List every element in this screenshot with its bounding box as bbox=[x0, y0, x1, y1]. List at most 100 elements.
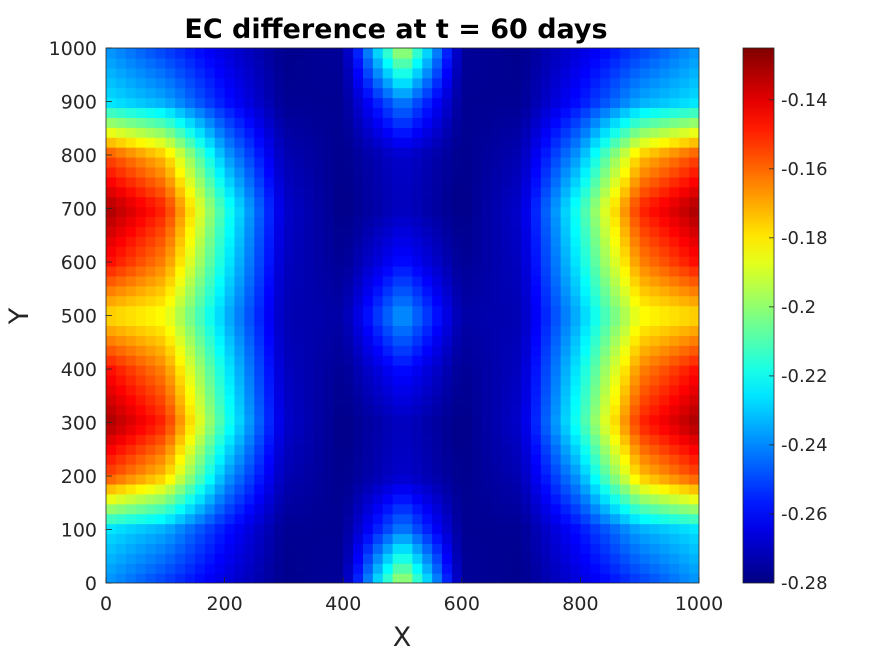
heatmap-cell bbox=[274, 275, 285, 287]
heatmap-cell bbox=[619, 573, 631, 583]
heatmap-cell bbox=[362, 414, 374, 426]
heatmap-cell bbox=[422, 424, 433, 435]
heatmap-cell bbox=[244, 553, 255, 564]
heatmap-cell bbox=[540, 196, 552, 208]
heatmap-cell bbox=[353, 355, 364, 366]
heatmap-cell bbox=[530, 444, 542, 455]
heatmap-cell bbox=[521, 513, 532, 525]
heatmap-cell bbox=[353, 345, 364, 356]
heatmap-cell bbox=[362, 67, 374, 79]
heatmap-cell bbox=[422, 256, 433, 267]
heatmap-cell bbox=[254, 345, 265, 356]
heatmap-cell bbox=[570, 414, 581, 426]
heatmap-cell bbox=[313, 166, 325, 178]
heatmap-cell bbox=[234, 196, 245, 208]
heatmap-cell bbox=[689, 315, 699, 327]
heatmap-cell bbox=[283, 315, 295, 327]
heatmap-cell bbox=[254, 87, 265, 99]
heatmap-cell bbox=[224, 483, 236, 495]
heatmap-cell bbox=[580, 216, 591, 227]
heatmap-cell bbox=[106, 226, 117, 237]
heatmap-cell bbox=[629, 77, 641, 89]
heatmap-cell bbox=[175, 246, 186, 257]
heatmap-cell bbox=[649, 117, 661, 128]
heatmap-cell bbox=[313, 404, 325, 416]
heatmap-cell bbox=[214, 137, 226, 148]
heatmap-cell bbox=[550, 374, 562, 386]
heatmap-cell bbox=[590, 147, 601, 158]
heatmap-cell bbox=[155, 424, 166, 435]
heatmap-cell bbox=[679, 325, 690, 336]
heatmap-cell bbox=[422, 137, 433, 148]
heatmap-cell bbox=[669, 305, 680, 317]
heatmap-cell bbox=[442, 48, 453, 59]
heatmap-cell bbox=[649, 374, 661, 386]
heatmap-cell bbox=[175, 325, 186, 336]
heatmap-cell bbox=[135, 444, 147, 455]
heatmap-cell bbox=[530, 57, 542, 69]
heatmap-cell bbox=[125, 295, 137, 307]
heatmap-cell bbox=[313, 285, 325, 297]
heatmap-cell bbox=[422, 87, 433, 99]
heatmap-cell bbox=[550, 256, 562, 267]
heatmap-cell bbox=[432, 394, 443, 406]
heatmap-cell bbox=[115, 493, 127, 505]
heatmap-cell bbox=[432, 573, 443, 583]
heatmap-cell bbox=[303, 67, 315, 79]
heatmap-cell bbox=[530, 216, 542, 227]
heatmap-cell bbox=[471, 87, 483, 99]
heatmap-cell bbox=[313, 206, 325, 218]
heatmap-cell bbox=[570, 186, 581, 198]
heatmap-cell bbox=[283, 335, 295, 346]
heatmap-cell bbox=[214, 246, 226, 257]
heatmap-cell bbox=[155, 563, 166, 574]
heatmap-cell bbox=[214, 156, 226, 168]
heatmap-cell bbox=[293, 196, 305, 208]
heatmap-cell bbox=[254, 305, 265, 317]
heatmap-cell bbox=[283, 305, 295, 317]
heatmap-cell bbox=[194, 236, 206, 247]
heatmap-cell bbox=[481, 563, 493, 574]
heatmap-cell bbox=[165, 67, 176, 79]
heatmap-cell bbox=[550, 196, 562, 208]
heatmap-cell bbox=[422, 275, 433, 287]
heatmap-cell bbox=[491, 275, 502, 287]
heatmap-cell bbox=[313, 265, 325, 277]
heatmap-cell bbox=[224, 424, 236, 435]
heatmap-cell bbox=[570, 444, 581, 455]
heatmap-cell bbox=[669, 503, 680, 515]
heatmap-cell bbox=[600, 384, 611, 396]
heatmap-cell bbox=[115, 305, 127, 317]
heatmap-cell bbox=[619, 137, 631, 148]
heatmap-cell bbox=[382, 434, 394, 445]
heatmap-cell bbox=[274, 483, 285, 495]
heatmap-cell bbox=[511, 127, 522, 138]
heatmap-cell bbox=[639, 434, 651, 445]
heatmap-cell bbox=[461, 57, 473, 69]
heatmap-cell bbox=[639, 206, 651, 218]
heatmap-cell bbox=[343, 295, 354, 307]
heatmap-cell bbox=[570, 236, 581, 247]
heatmap-cell bbox=[461, 345, 473, 356]
heatmap-cell bbox=[590, 503, 601, 515]
heatmap-cell bbox=[135, 57, 147, 69]
heatmap-cell bbox=[254, 434, 265, 445]
heatmap-cell bbox=[125, 226, 137, 237]
heatmap-cell bbox=[619, 553, 631, 564]
heatmap-cell bbox=[382, 414, 394, 426]
heatmap-cell bbox=[353, 365, 364, 376]
heatmap-cell bbox=[461, 533, 473, 544]
heatmap-cell bbox=[204, 48, 216, 59]
heatmap-cell bbox=[629, 176, 641, 188]
heatmap-cell bbox=[540, 117, 552, 128]
heatmap-cell bbox=[125, 107, 137, 118]
heatmap-cell bbox=[264, 444, 275, 455]
heatmap-cell bbox=[135, 374, 147, 386]
heatmap-cell bbox=[145, 315, 157, 327]
heatmap-cell bbox=[115, 315, 127, 327]
heatmap-cell bbox=[382, 107, 394, 118]
heatmap-cell bbox=[639, 285, 651, 297]
heatmap-cell bbox=[303, 196, 315, 208]
heatmap-cell bbox=[106, 474, 117, 485]
heatmap-cell bbox=[659, 464, 670, 475]
